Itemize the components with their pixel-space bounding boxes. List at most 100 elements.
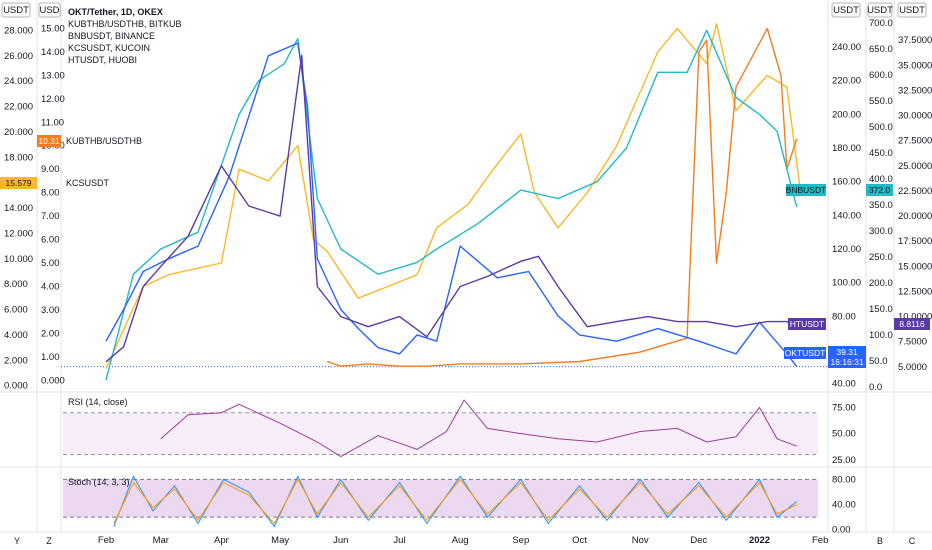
stoch-pane[interactable]: Stoch (14, 3, 3) [63, 477, 818, 518]
x-tick-label-12: Feb [812, 535, 828, 546]
kub-series-label: KUBTHB/USDTHB [66, 136, 142, 146]
ht_usdt-tick-label-7: 20.0000 [898, 211, 932, 222]
ht_usdt-tick-label-10: 27.5000 [898, 136, 932, 147]
rsi-line [160, 399, 797, 458]
kub_usd-tick-label-5: 5.00 [41, 258, 60, 269]
kcs_usdt-tick-label-9: 450.0 [869, 148, 893, 159]
rsi-band [63, 412, 818, 455]
rsi-pane[interactable]: RSI (14, close) [63, 397, 818, 456]
kub_usd-tick-label-12: 12.00 [41, 94, 65, 105]
bnb_usdt-tick-label-5: 140.00 [832, 210, 861, 221]
okt-series-label: OKTUSDT [785, 348, 826, 358]
bnb_usdt-tick-label-4: 120.00 [832, 244, 861, 255]
bnb_usdt-tick-label-7: 180.00 [832, 143, 861, 154]
x-tick-label-3: May [271, 535, 289, 546]
x-tick-label-7: Sep [512, 535, 529, 546]
okt_usdt-tick-label-13: 26.000 [4, 51, 33, 62]
bottom-bar: Y Z B C [14, 536, 916, 546]
kcs_usdt-tick-label-6: 300.0 [869, 226, 893, 237]
bnb_usdt-tick-label-6: 160.00 [832, 177, 861, 188]
x-tick-label-6: Aug [452, 535, 469, 546]
kub-axis-unit: USD [39, 5, 59, 16]
kcs_usdt-tick-label-11: 550.0 [869, 96, 893, 107]
bnb-value-tag: 372.0 [869, 185, 891, 195]
ht_usdt-tick-label-2: 7.5000 [898, 337, 927, 348]
okt_usdt-tick-label-9: 18.000 [4, 152, 33, 163]
okt_usdt-tick-label-0: 0.000 [4, 381, 28, 392]
x-tick-label-2: Apr [214, 535, 229, 546]
ht_usdt-tick-label-8: 22.5000 [898, 186, 932, 197]
kub_usd-tick-label-9: 9.00 [41, 164, 60, 175]
bottom-button-b[interactable]: B [877, 536, 883, 546]
x-tick-label-10: Dec [690, 535, 707, 546]
stoch-tick-label-1: 40.00 [832, 500, 856, 511]
okt_usdt-tick-label-10: 20.000 [4, 127, 33, 138]
ht_usdt-tick-label-11: 30.0000 [898, 111, 932, 122]
ht_usdt-tick-label-9: 25.0000 [898, 161, 932, 172]
stoch-tick-label-0: 0.00 [832, 525, 851, 536]
rsi-tick-label-1: 50.00 [832, 429, 856, 440]
bnb-series-label: BNBUSDT [786, 185, 827, 195]
kcs_usdt-tick-label-3: 150.0 [869, 304, 893, 315]
stoch-line-pct-k [113, 475, 798, 528]
kcs_usdt-tick-label-5: 250.0 [869, 252, 893, 263]
x-tick-label-0: Feb [98, 535, 114, 546]
kcs-series-label: KCSUSDT [66, 178, 110, 188]
okt_usdt-tick-label-1: 2.000 [4, 355, 28, 366]
kcs_usdt-tick-label-7: 350.0 [869, 200, 893, 211]
x-axis[interactable]: Feb Mar Apr May Jun Jul Aug Sep Oct Nov Dec 2022 Feb [98, 535, 829, 546]
ht-series-label: HTUSDT [790, 319, 824, 329]
x-tick-label-5: Jul [393, 535, 405, 546]
ht-axis-unit: USDT [899, 5, 925, 16]
kcs_usdt-tick-label-1: 50.0 [869, 356, 888, 367]
okt-axis-unit: USDT [3, 5, 29, 16]
ht_usdt-tick-label-13: 35.0000 [898, 60, 932, 71]
bnb_usdt-tick-label-2: 80.00 [832, 311, 856, 322]
legend-item-kub: KUBTHB/USDTHB, BITKUB [68, 19, 182, 29]
ht_usdt-tick-label-4: 12.5000 [898, 286, 932, 297]
kcs_usdt-tick-label-8: 400.0 [869, 174, 893, 185]
okt_usdt-tick-label-4: 8.000 [4, 279, 28, 290]
kub_usd-tick-label-7: 7.00 [41, 211, 60, 222]
okt-value-tag: 39.31 [836, 347, 858, 357]
series-line-kcsusdt [105, 23, 802, 369]
kub_usd-tick-label-13: 13.00 [41, 70, 65, 81]
bnb_usdt-tick-label-8: 200.00 [832, 109, 861, 120]
stoch-band [63, 479, 818, 518]
bnb_usdt-tick-label-3: 100.00 [832, 278, 861, 289]
kcs_usdt-tick-label-12: 600.0 [869, 70, 893, 81]
bottom-button-c[interactable]: C [909, 536, 916, 546]
ht-value-tag: 8.8116 [899, 319, 925, 329]
okt_usdt-tick-label-6: 12.000 [4, 228, 33, 239]
indicator-lines: 25.00 50.00 75.00 0.00 40.00 80.00 [113, 399, 856, 536]
axis-unit-headers: USDT USD USDT USDT USDT [1, 2, 927, 18]
kub_usd-tick-label-6: 6.00 [41, 235, 60, 246]
x-tick-label-8: Oct [572, 535, 587, 546]
legend: OKT/Tether, 1D, OKEX KUBTHB/USDTHB, BITK… [68, 7, 182, 65]
rsi-tick-label-2: 75.00 [832, 402, 856, 413]
legend-item-okt: OKT/Tether, 1D, OKEX [68, 7, 163, 17]
series-line-oktusdt [105, 42, 798, 368]
legend-item-ht: HTUSDT, HUOBI [68, 55, 137, 65]
kcs_usdt-tick-label-4: 200.0 [869, 278, 893, 289]
series-lines [105, 23, 802, 381]
bnb-axis-unit: USDT [833, 5, 859, 16]
bottom-button-y[interactable]: Y [14, 536, 20, 546]
kcs_usdt-tick-label-13: 650.0 [869, 44, 893, 55]
ht_usdt-tick-label-5: 15.0000 [898, 261, 932, 272]
bnb_usdt-tick-label-10: 240.00 [832, 42, 861, 53]
x-tick-label-9: Nov [632, 535, 649, 546]
kub_usd-tick-label-2: 2.00 [41, 328, 60, 339]
x-tick-label-11: 2022 [749, 535, 770, 546]
series-line-bnbusdt [105, 29, 798, 381]
bnb_usdt-tick-label-9: 220.00 [832, 76, 861, 87]
main-price-pane[interactable] [0, 0, 932, 392]
okt_usdt-tick-label-5: 10.000 [4, 254, 33, 265]
ht_usdt-tick-label-12: 32.5000 [898, 85, 932, 96]
legend-item-bnb: BNBUSDT, BINANCE [68, 31, 155, 41]
okt_usdt-tick-label-12: 24.000 [4, 76, 33, 87]
kub_usd-tick-label-3: 3.00 [41, 305, 60, 316]
bottom-button-z[interactable]: Z [46, 536, 52, 546]
kub-value-tag: 10.31 [38, 136, 60, 146]
ht_usdt-tick-label-3: 10.0000 [898, 312, 932, 323]
